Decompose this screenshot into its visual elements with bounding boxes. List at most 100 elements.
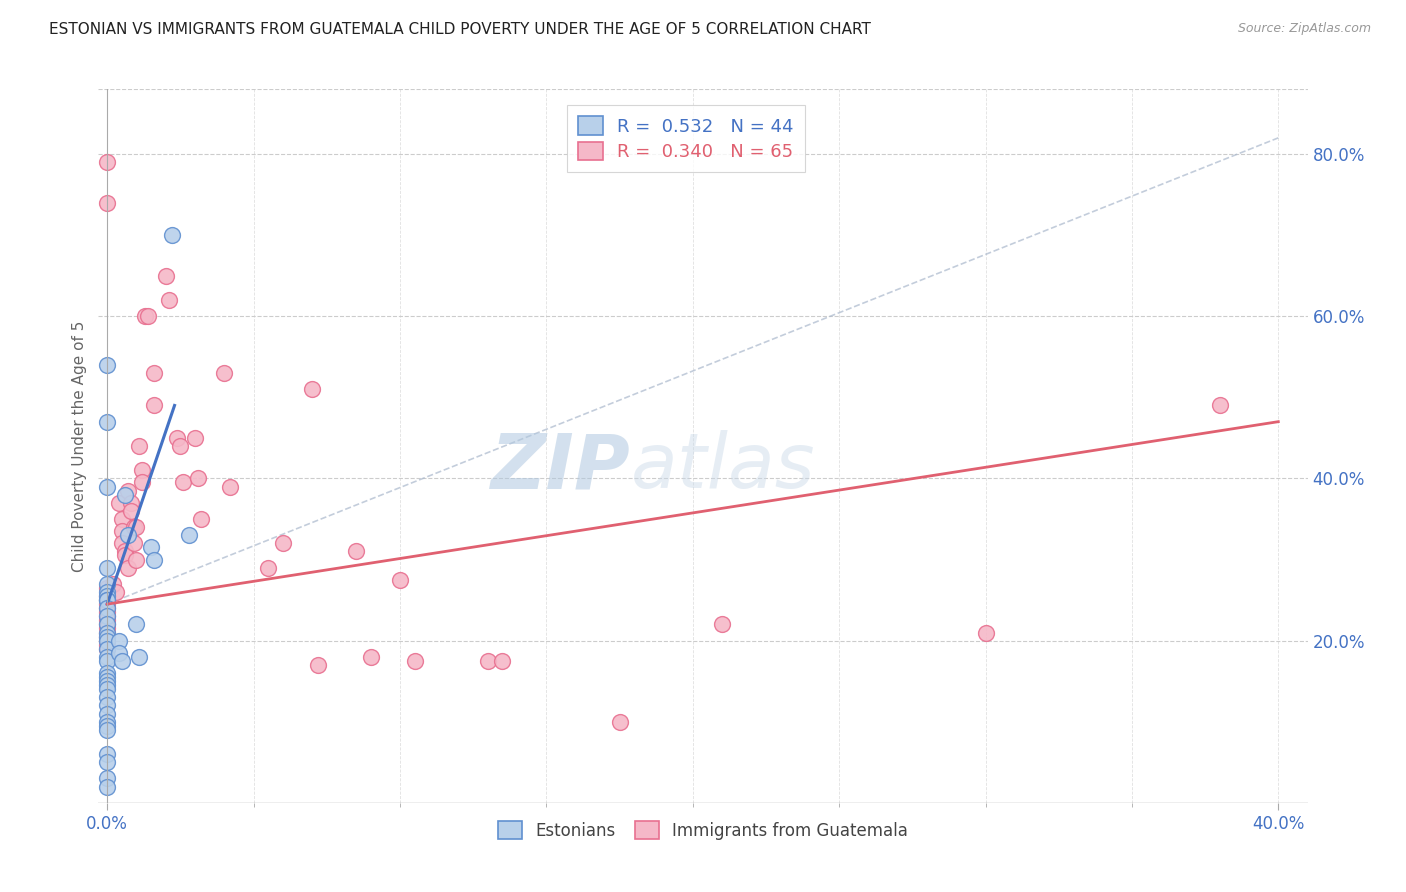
Point <box>143 366 166 380</box>
Point <box>257 560 280 574</box>
Point <box>96 723 118 737</box>
Text: ZIP: ZIP <box>491 431 630 504</box>
Point <box>117 528 139 542</box>
Point <box>128 439 150 453</box>
Point <box>114 544 136 558</box>
Point <box>96 589 118 603</box>
Point <box>96 609 118 624</box>
Point <box>96 593 118 607</box>
Point <box>219 479 242 493</box>
Point <box>160 228 183 243</box>
Point <box>96 670 118 684</box>
Point <box>388 573 411 587</box>
Point <box>128 649 150 664</box>
Point <box>96 719 118 733</box>
Point <box>96 756 118 770</box>
Point <box>974 625 997 640</box>
Point <box>96 358 118 372</box>
Point <box>136 310 159 324</box>
Point <box>114 488 136 502</box>
Point <box>96 601 118 615</box>
Point <box>96 772 118 786</box>
Point <box>96 678 118 692</box>
Point <box>96 609 118 624</box>
Point <box>125 520 148 534</box>
Point <box>96 649 118 664</box>
Point <box>404 654 426 668</box>
Point <box>214 366 236 380</box>
Point <box>96 706 118 721</box>
Legend: Estonians, Immigrants from Guatemala: Estonians, Immigrants from Guatemala <box>489 814 917 848</box>
Point <box>477 654 499 668</box>
Point <box>131 463 153 477</box>
Point <box>307 657 329 672</box>
Point <box>108 646 131 660</box>
Point <box>122 520 145 534</box>
Point <box>96 589 118 603</box>
Point <box>114 549 136 563</box>
Point <box>360 649 382 664</box>
Point <box>96 714 118 729</box>
Point <box>96 690 118 705</box>
Point <box>96 674 118 689</box>
Point <box>491 654 513 668</box>
Point <box>96 581 118 595</box>
Point <box>120 496 142 510</box>
Point <box>143 552 166 566</box>
Point <box>179 528 201 542</box>
Point <box>96 625 118 640</box>
Point <box>111 512 134 526</box>
Point <box>96 155 118 169</box>
Point <box>96 641 118 656</box>
Point <box>96 638 118 652</box>
Point <box>157 293 180 307</box>
Point <box>96 633 118 648</box>
Point <box>96 622 118 636</box>
Point <box>96 593 118 607</box>
Point <box>111 524 134 538</box>
Text: atlas: atlas <box>630 431 815 504</box>
Point <box>96 605 118 619</box>
Point <box>96 666 118 681</box>
Point <box>96 654 118 668</box>
Point <box>96 630 118 644</box>
Point <box>96 560 118 574</box>
Point <box>187 471 209 485</box>
Point <box>96 601 118 615</box>
Point <box>96 617 118 632</box>
Point <box>125 552 148 566</box>
Point <box>96 682 118 697</box>
Point <box>96 577 118 591</box>
Point <box>609 714 631 729</box>
Point <box>190 512 212 526</box>
Point <box>172 475 194 490</box>
Point <box>96 617 118 632</box>
Point <box>111 654 134 668</box>
Point <box>271 536 294 550</box>
Point <box>711 617 734 632</box>
Point <box>117 483 139 498</box>
Point <box>96 593 118 607</box>
Point <box>166 431 188 445</box>
Point <box>169 439 191 453</box>
Point <box>96 641 118 656</box>
Point <box>122 536 145 550</box>
Point <box>101 577 124 591</box>
Point <box>120 504 142 518</box>
Point <box>96 780 118 794</box>
Point <box>108 633 131 648</box>
Point <box>104 585 127 599</box>
Point <box>184 431 207 445</box>
Point <box>1209 399 1232 413</box>
Y-axis label: Child Poverty Under the Age of 5: Child Poverty Under the Age of 5 <box>72 320 87 572</box>
Point <box>155 268 177 283</box>
Point <box>301 382 323 396</box>
Point <box>143 399 166 413</box>
Point <box>96 585 118 599</box>
Point <box>96 479 118 493</box>
Point <box>96 597 118 611</box>
Point <box>96 633 118 648</box>
Point <box>139 541 162 555</box>
Point <box>96 698 118 713</box>
Text: Source: ZipAtlas.com: Source: ZipAtlas.com <box>1237 22 1371 36</box>
